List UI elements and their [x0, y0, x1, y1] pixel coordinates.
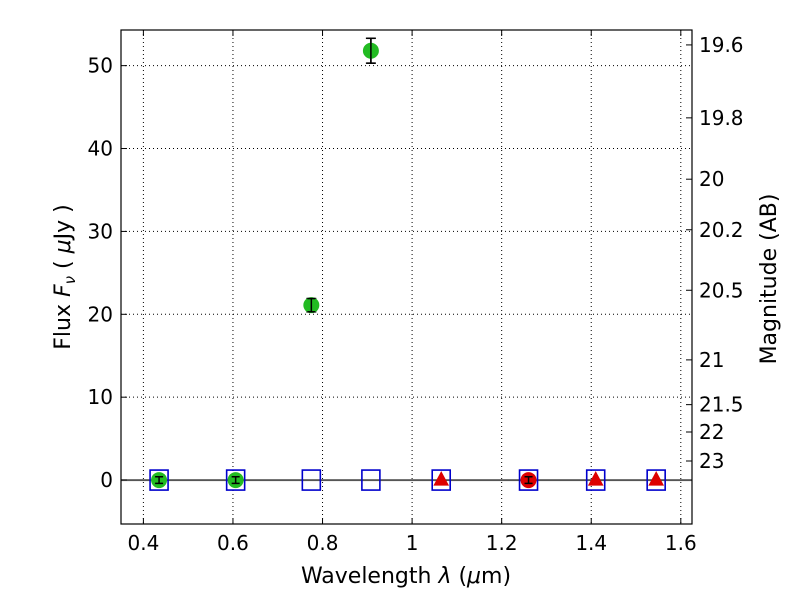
- open-square-marker: [149, 469, 169, 491]
- x-tick-label: 0.6: [217, 531, 249, 555]
- x-tick-label: 1: [406, 531, 419, 555]
- x-tick-label: 0.8: [307, 531, 339, 555]
- open-square-marker: [225, 469, 246, 491]
- y-tick-label: 30: [88, 219, 113, 243]
- open-square-marker: [518, 469, 539, 491]
- x-axis-title: Wavelength λ (μm): [301, 564, 511, 589]
- triangle-marker: [433, 471, 450, 486]
- open-square-marker: [301, 469, 322, 491]
- x-tick-label: 1.6: [665, 531, 697, 555]
- y2-tick-label: 20.5: [699, 278, 744, 302]
- axes: 0.4 0.6 0.8 1 1.2 1.4 1.6 0 10 20 30 40 50 19.6 19.8 20…: [88, 30, 744, 555]
- plot-frame: [120, 29, 693, 525]
- y-tick-label: 20: [88, 302, 113, 326]
- y2-tick-label: 20.2: [699, 218, 744, 242]
- x-tick-label: 1.4: [575, 531, 607, 555]
- data-marks: [149, 37, 666, 491]
- y-tick-label: 50: [88, 54, 113, 78]
- y2-tick-label: 19.6: [699, 33, 744, 57]
- open-square-marker: [431, 469, 452, 491]
- y2-tick-label: 20: [699, 167, 724, 191]
- y2-axis-title: Magnitude (AB): [757, 194, 782, 365]
- open-square-marker: [361, 469, 381, 491]
- y2-tick-label: 21.5: [699, 393, 744, 417]
- x-tick-label: 1.2: [486, 531, 518, 555]
- open-square-marker: [585, 469, 606, 491]
- y2-tick-label: 22: [699, 420, 724, 444]
- y2-tick-label: 19.8: [699, 106, 744, 130]
- y-tick-label: 40: [88, 137, 113, 161]
- y-axis-title: Flux Fν ( μJy ): [51, 204, 79, 349]
- y-tick-label: 0: [100, 468, 113, 492]
- triangle-marker: [587, 471, 604, 486]
- open-square-marker: [646, 469, 666, 491]
- grid: [121, 30, 692, 524]
- y-tick-label: 10: [88, 385, 113, 409]
- y2-tick-label: 23: [699, 449, 724, 473]
- triangle-marker: [648, 471, 665, 486]
- y2-tick-label: 21: [699, 348, 724, 372]
- x-tick-label: 0.4: [127, 531, 159, 555]
